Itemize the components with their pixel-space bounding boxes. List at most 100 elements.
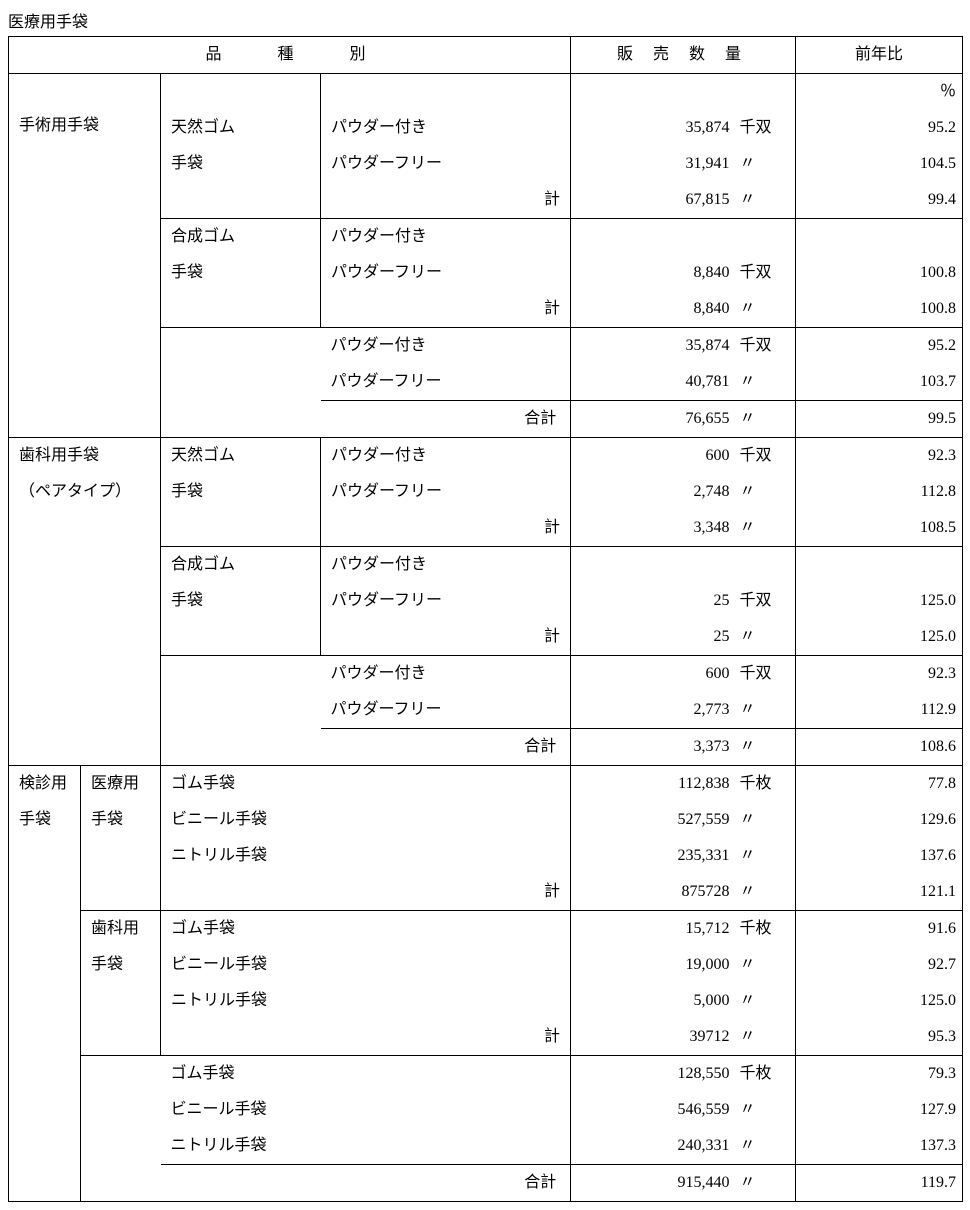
powder-free: パウダーフリー — [321, 583, 570, 619]
glove-label: 手袋 — [161, 474, 320, 510]
qty: 19,000 — [571, 947, 736, 983]
yoy: 127.9 — [796, 1092, 962, 1128]
yoy: 108.5 — [796, 510, 962, 546]
qty: 35,874 — [571, 110, 736, 146]
hdr-qty: 販 売 数 量 — [571, 37, 795, 73]
rubber-label: ゴム手袋 — [161, 1056, 571, 1092]
kei-label: 計 — [161, 1019, 570, 1055]
yoy: 99.5 — [796, 401, 962, 437]
yoy: 77.8 — [796, 766, 962, 802]
qty: 235,331 — [571, 838, 736, 874]
unit: 〃 — [736, 947, 796, 983]
unit: 〃 — [736, 1165, 796, 1201]
unit: 〃 — [736, 510, 796, 546]
unit: 千双 — [736, 110, 796, 146]
powder-free: パウダーフリー — [321, 146, 570, 182]
unit: 千双 — [736, 438, 796, 474]
unit: 〃 — [736, 182, 796, 218]
yoy: 95.2 — [796, 328, 962, 364]
unit: 〃 — [736, 874, 796, 910]
powder-on: パウダー付き — [321, 219, 570, 255]
unit: 〃 — [736, 1128, 796, 1164]
kei-label: 計 — [321, 182, 570, 218]
unit: 〃 — [736, 802, 796, 838]
yoy: 108.6 — [796, 729, 962, 765]
kei-label: 計 — [321, 510, 570, 546]
hdr-yoy: 前年比 — [796, 37, 962, 73]
qty: 600 — [571, 438, 736, 474]
qty: 35,874 — [571, 328, 736, 364]
yoy: 104.5 — [796, 146, 962, 182]
unit: 〃 — [736, 291, 796, 327]
unit: 千双 — [736, 328, 796, 364]
cell-empty — [161, 74, 320, 110]
nitrile-label: ニトリル手袋 — [161, 983, 570, 1019]
powder-on: パウダー付き — [321, 656, 571, 692]
kei-label: 計 — [321, 619, 570, 655]
unit: 〃 — [736, 1092, 796, 1128]
yoy: 121.1 — [796, 874, 962, 910]
powder-on: パウダー付き — [321, 328, 571, 364]
yoy: 119.7 — [796, 1165, 962, 1201]
nat-label: 天然ゴム — [161, 438, 320, 474]
yoy: 95.2 — [796, 110, 962, 146]
qty: 128,550 — [571, 1056, 736, 1092]
qty: 25 — [571, 583, 736, 619]
unit: 千双 — [736, 255, 796, 291]
yoy: 125.0 — [796, 619, 962, 655]
powder-on: パウダー付き — [321, 110, 570, 146]
yoy: 112.8 — [796, 474, 962, 510]
nat-label: 天然ゴム — [161, 110, 320, 146]
glove-label: 手袋 — [161, 146, 320, 182]
yoy: 92.3 — [796, 656, 962, 692]
glove-label: 手袋 — [161, 583, 320, 619]
yoy: 137.3 — [796, 1128, 962, 1164]
cell-empty — [321, 74, 570, 110]
rubber-label: ゴム手袋 — [161, 911, 570, 947]
cell-empty — [571, 74, 795, 110]
dental-label2: （ペアタイプ） — [9, 474, 160, 510]
powder-on: パウダー付き — [321, 438, 570, 474]
dental-sub-label2: 手袋 — [81, 947, 160, 983]
qty: 5,000 — [571, 983, 736, 1019]
powder-on: パウダー付き — [321, 547, 570, 583]
unit: 千枚 — [736, 911, 796, 947]
yoy: 129.6 — [796, 802, 962, 838]
qty: 112,838 — [571, 766, 736, 802]
yoy: 91.6 — [796, 911, 962, 947]
qty: 2,773 — [571, 692, 736, 728]
unit: 〃 — [736, 364, 796, 400]
unit: 〃 — [736, 619, 796, 655]
powder-free: パウダーフリー — [321, 474, 570, 510]
vinyl-label: ビニール手袋 — [161, 802, 570, 838]
qty: 76,655 — [571, 401, 736, 437]
yoy: 125.0 — [796, 583, 962, 619]
nitrile-label: ニトリル手袋 — [161, 1128, 571, 1164]
qty: 15,712 — [571, 911, 736, 947]
qty: 600 — [571, 656, 736, 692]
syn-label: 合成ゴム — [161, 547, 320, 583]
qty: 31,941 — [571, 146, 736, 182]
qty: 2,748 — [571, 474, 736, 510]
unit: 〃 — [736, 838, 796, 874]
unit: 千枚 — [736, 1056, 796, 1092]
qty: 240,331 — [571, 1128, 736, 1164]
yoy: 92.7 — [796, 947, 962, 983]
yoy: 137.6 — [796, 838, 962, 874]
unit: 〃 — [736, 401, 796, 437]
vinyl-label: ビニール手袋 — [161, 1092, 571, 1128]
qty: 40,781 — [571, 364, 736, 400]
powder-free: パウダーフリー — [321, 692, 571, 728]
unit: 〃 — [736, 729, 796, 765]
exam-label2: 手袋 — [9, 802, 80, 838]
yoy: 100.8 — [796, 291, 962, 327]
qty: 8,840 — [571, 255, 736, 291]
medical-label: 医療用 — [81, 766, 160, 802]
qty: 3,373 — [571, 729, 736, 765]
yoy: 92.3 — [796, 438, 962, 474]
kei-label: 計 — [321, 291, 570, 327]
unit: 千双 — [736, 583, 796, 619]
yoy: 125.0 — [796, 983, 962, 1019]
qty: 39712 — [571, 1019, 736, 1055]
unit: 千枚 — [736, 766, 796, 802]
